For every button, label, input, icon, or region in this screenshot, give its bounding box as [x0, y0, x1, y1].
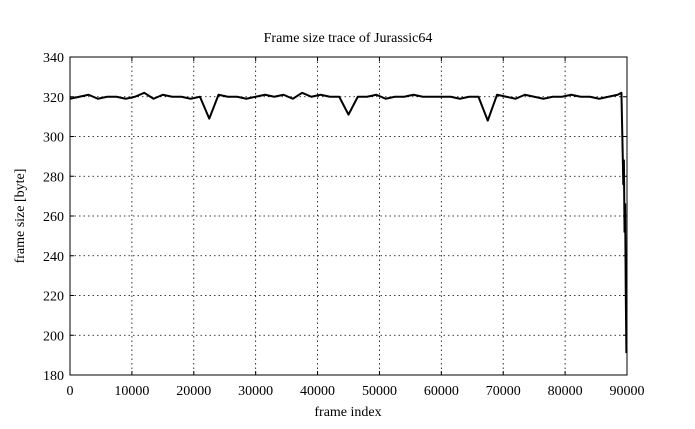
- x-tick-label: 50000: [362, 384, 397, 399]
- y-tick-label: 300: [43, 131, 64, 146]
- y-axis-label: frame size [byte]: [13, 169, 28, 264]
- y-tick-label: 340: [43, 51, 64, 66]
- y-tick-label: 320: [43, 91, 64, 106]
- x-axis-label: frame index: [314, 405, 381, 420]
- y-tick-label: 180: [43, 369, 64, 384]
- x-tick-label: 80000: [548, 384, 583, 399]
- x-tick-label: 40000: [300, 384, 335, 399]
- x-tick-label: 70000: [486, 384, 521, 399]
- y-tick-label: 220: [43, 290, 64, 305]
- chart-title: Frame size trace of Jurassic64: [264, 31, 433, 46]
- x-tick-label: 30000: [238, 384, 273, 399]
- x-tick-label: 10000: [114, 384, 149, 399]
- x-tick-label: 20000: [176, 384, 211, 399]
- x-tick-label: 90000: [610, 384, 645, 399]
- data-line: [69, 91, 628, 354]
- y-tick-label: 260: [43, 210, 64, 225]
- x-tick-label: 60000: [424, 384, 459, 399]
- y-tick-label: 240: [43, 250, 64, 265]
- y-tick-label: 280: [43, 170, 64, 185]
- y-tick-label: 200: [43, 329, 64, 344]
- x-tick-label: 0: [67, 384, 74, 399]
